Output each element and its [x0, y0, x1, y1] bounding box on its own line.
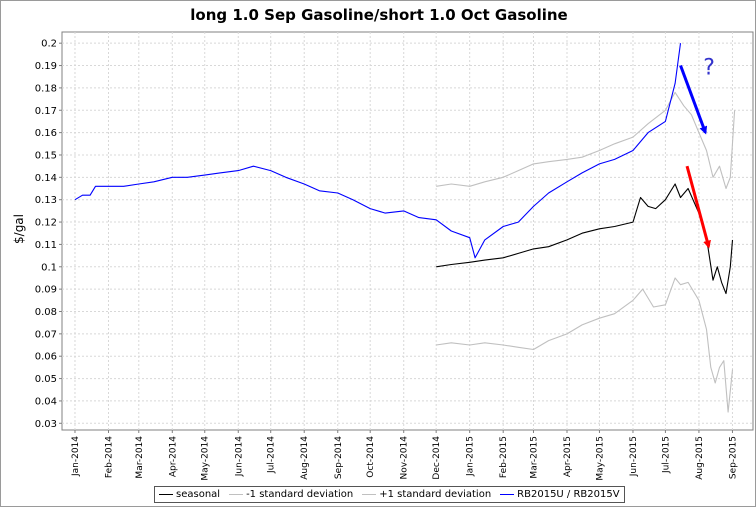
annotation-question-mark: ?: [703, 55, 715, 80]
y-tick-label: 0.15: [35, 150, 57, 161]
legend-item: -1 standard deviation: [229, 489, 353, 500]
y-tick-label: 0.04: [35, 396, 57, 407]
x-tick-label: Oct-2014: [366, 436, 376, 478]
x-tick-label: Nov-2014: [400, 436, 410, 480]
y-tick-label: 0.09: [35, 285, 57, 296]
x-tick-label: Dec-2014: [432, 436, 442, 480]
legend-swatch: [229, 494, 244, 495]
y-tick-label: 0.08: [35, 307, 57, 318]
x-tick-label: Jul-2015: [661, 436, 671, 474]
x-tick-label: Feb-2014: [104, 436, 114, 478]
x-tick-label: Jan-2015: [466, 436, 476, 477]
x-tick-label: Aug-2015: [695, 436, 705, 480]
legend-label: seasonal: [176, 489, 221, 500]
x-tick-label: Aug-2014: [300, 436, 310, 480]
legend-swatch: [159, 494, 173, 495]
legend-item: +1 standard deviation: [362, 489, 491, 500]
y-tick-label: 0.11: [35, 240, 57, 251]
series-line-1: [436, 277, 734, 413]
legend-swatch: [362, 494, 377, 495]
legend-label: +1 standard deviation: [379, 489, 492, 500]
y-tick-label: 0.16: [35, 128, 57, 139]
y-tick-label: 0.05: [35, 374, 57, 385]
y-tick-label: 0.2: [41, 39, 57, 50]
x-tick-label: Mar-2015: [529, 436, 539, 479]
x-tick-label: Jun-2014: [234, 436, 244, 477]
legend-label: RB2015U / RB2015V: [517, 489, 620, 500]
y-tick-label: 0.14: [35, 173, 57, 184]
y-tick-label: 0.13: [35, 195, 57, 206]
chart-title: long 1.0 Sep Gasoline/short 1.0 Oct Gaso…: [190, 6, 567, 24]
x-tick-label: Jul-2014: [267, 436, 277, 474]
y-tick-label: 0.18: [35, 83, 57, 94]
legend-swatch: [500, 494, 515, 495]
x-tick-label: Jun-2015: [629, 436, 639, 477]
y-tick-label: 0.17: [35, 106, 57, 117]
series-line-0: [436, 183, 734, 295]
y-tick-label: 0.1: [41, 262, 57, 273]
legend: seasonal -1 standard deviation +1 standard…: [154, 486, 625, 503]
legend-item: seasonal: [159, 489, 220, 500]
x-tick-label: May-2015: [595, 436, 605, 481]
plot-area: 0.03 0.04 0.05 0.06 0.07 0.08 0.09 0.1 0.11 0.12 0…: [35, 31, 754, 481]
y-tick-label: 0.12: [35, 218, 57, 229]
y-tick-label: 0.19: [35, 61, 57, 72]
series-line-2: [436, 91, 736, 190]
x-tick-label: Jan-2014: [71, 436, 81, 477]
annotation-arrow: [679, 65, 708, 135]
x-tick-label: Sep-2014: [334, 436, 344, 479]
x-tick-label: Apr-2015: [563, 436, 573, 477]
x-tick-label: Feb-2015: [499, 436, 509, 478]
plot-background: [61, 31, 754, 431]
y-tick-label: 0.06: [35, 352, 57, 363]
y-tick-label: 0.07: [35, 329, 57, 340]
y-tick-label: 0.03: [35, 419, 57, 430]
x-tick-label: Sep-2015: [728, 436, 738, 479]
legend-label: -1 standard deviation: [246, 489, 354, 500]
y-axis-label: $/gal: [12, 214, 26, 244]
annotation-arrow: [685, 165, 711, 249]
x-tick-label: Apr-2014: [168, 436, 178, 477]
x-tick-label: May-2014: [201, 436, 211, 481]
legend-item: RB2015U / RB2015V: [500, 489, 620, 500]
x-tick-label: Mar-2014: [135, 436, 145, 479]
series-line-3: [74, 43, 682, 259]
